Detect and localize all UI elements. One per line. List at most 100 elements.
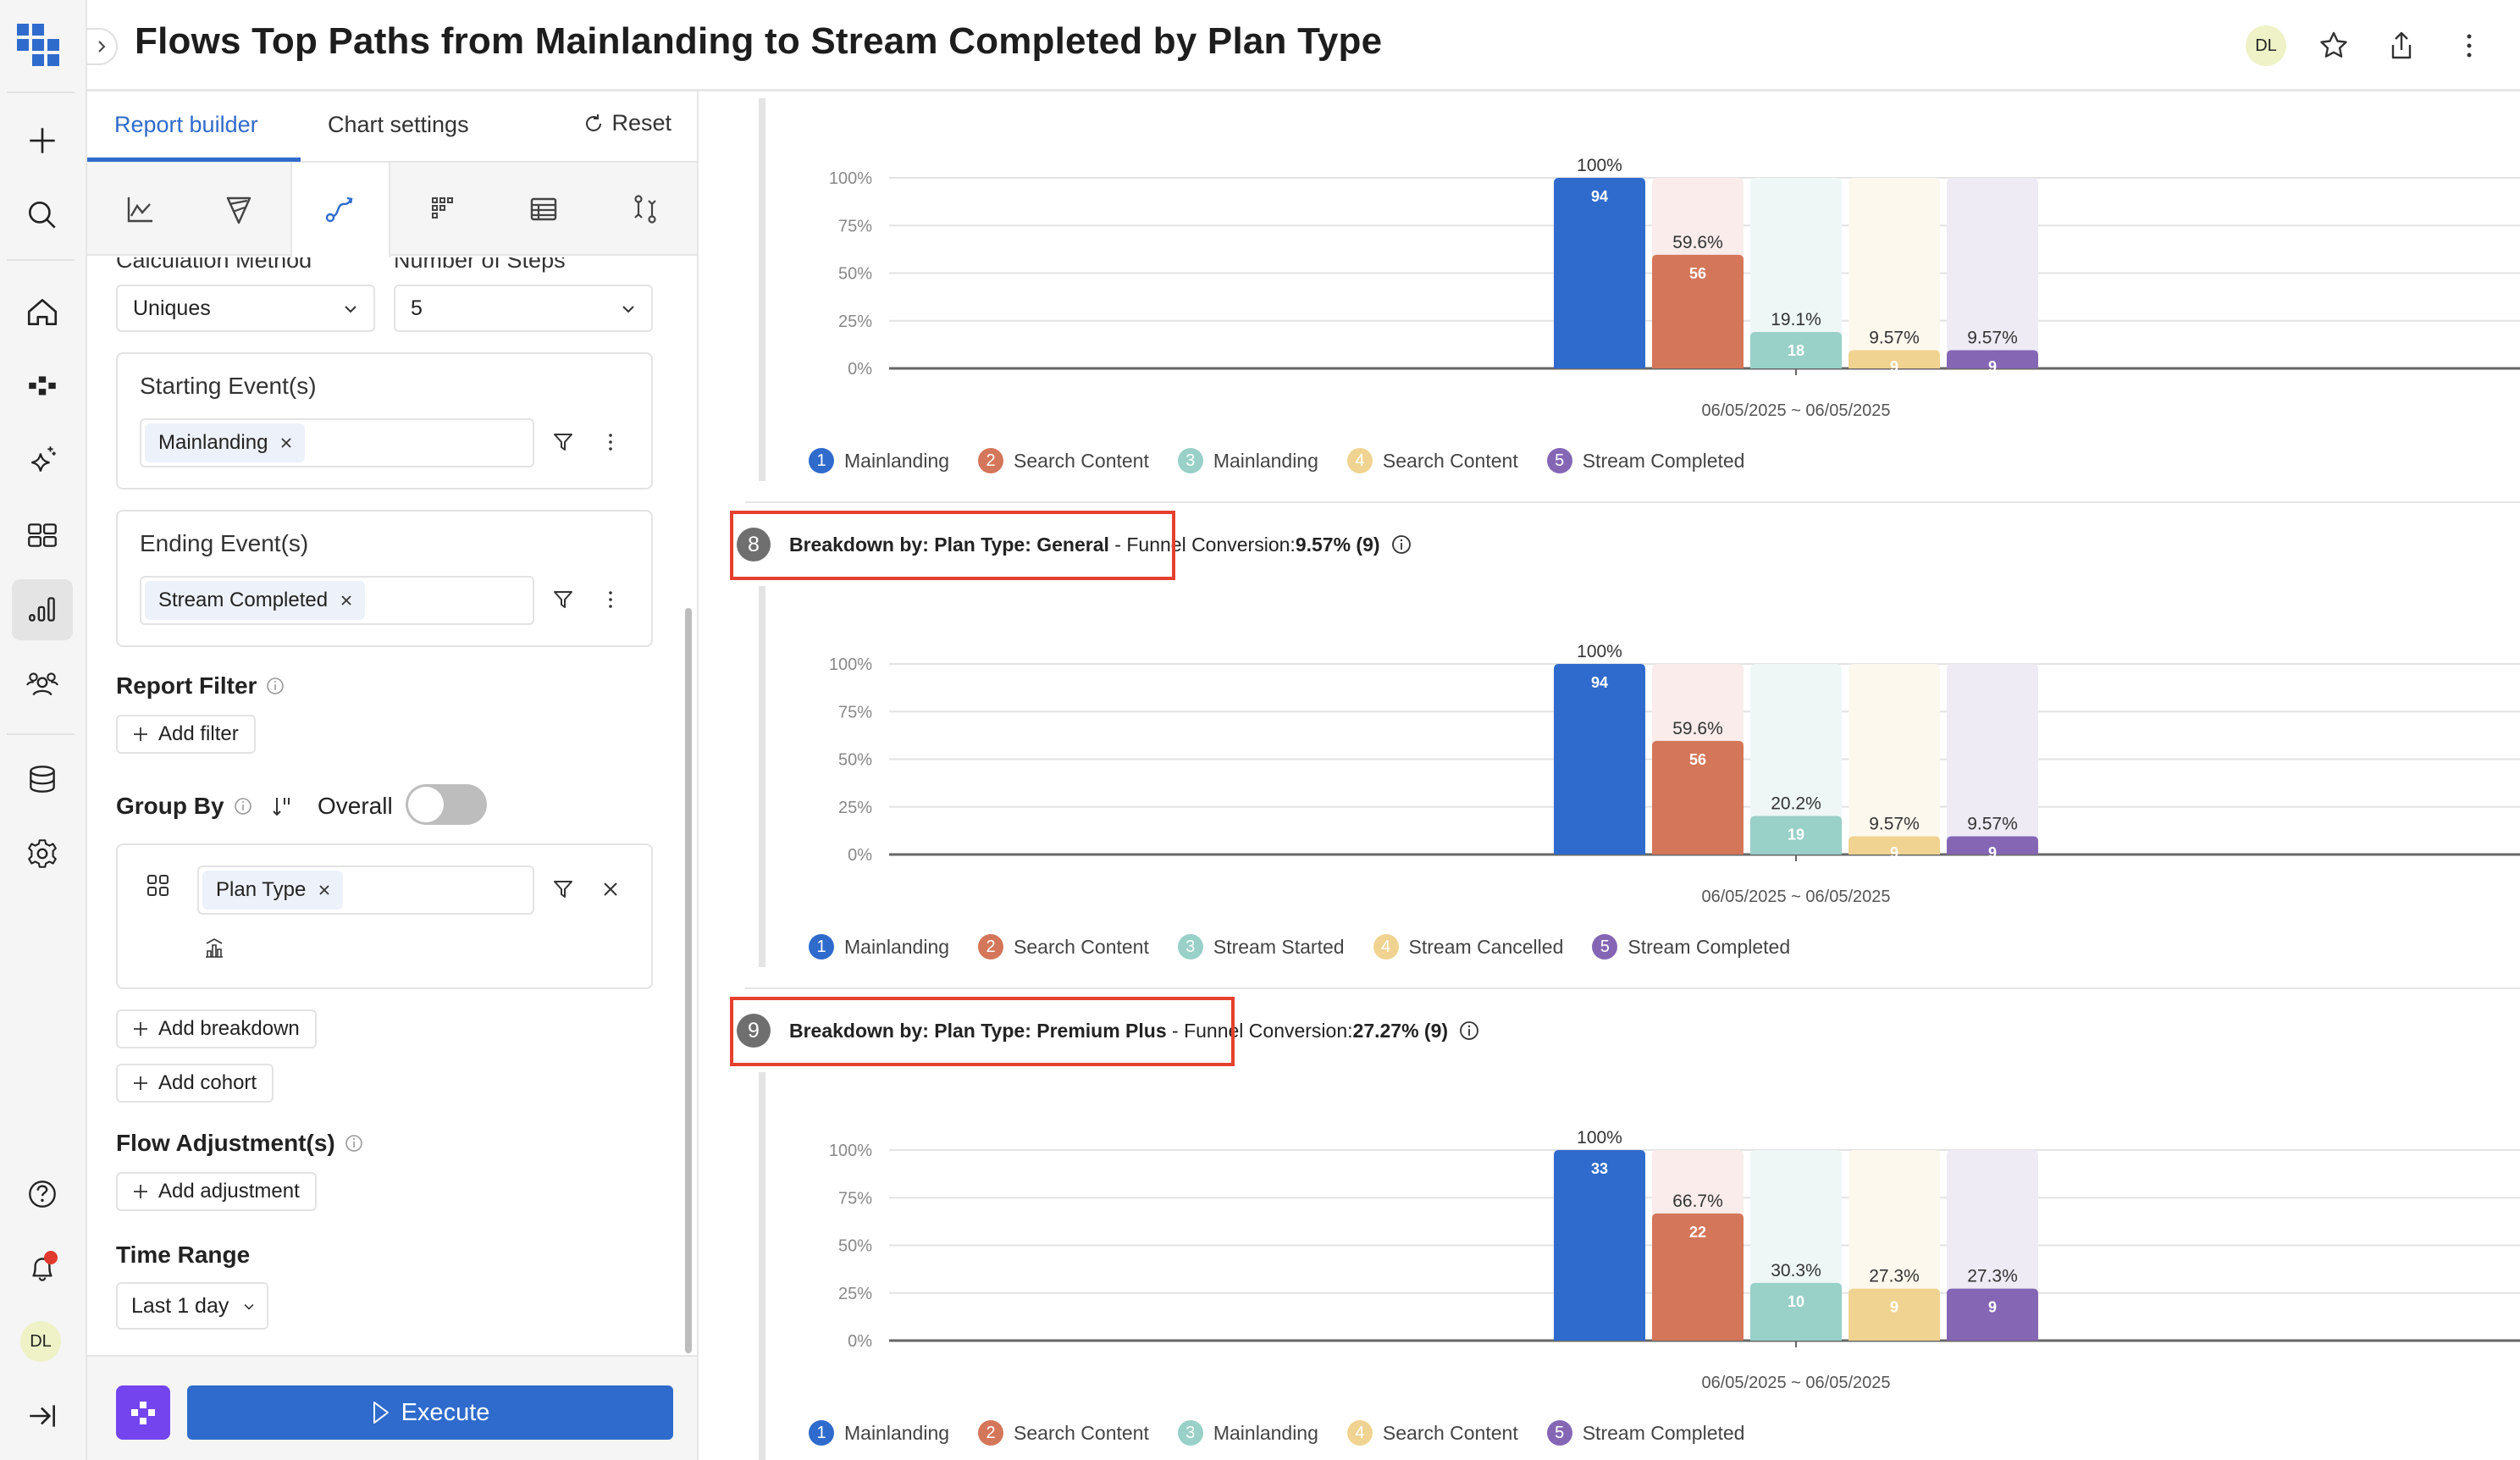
legend-item[interactable]: 2 Search Content — [978, 1420, 1149, 1446]
remove-tag-icon[interactable] — [318, 883, 331, 897]
y-tick-label: 25% — [838, 799, 872, 817]
legend-item[interactable]: 1 Mainlanding — [809, 1420, 949, 1446]
add-filter-button[interactable]: Add filter — [116, 715, 256, 754]
legend-item[interactable]: 3 Mainlanding — [1177, 1420, 1318, 1446]
legend-item[interactable]: 4 Search Content — [1346, 1420, 1518, 1446]
group-by-filter-button[interactable] — [548, 874, 578, 904]
legend-item[interactable]: 5 Stream Completed — [1592, 934, 1790, 960]
more-options-button[interactable] — [2449, 25, 2490, 66]
bar-percent-label: 20.2% — [1771, 794, 1821, 814]
info-icon[interactable] — [344, 1133, 364, 1153]
remove-tag-icon[interactable] — [340, 594, 353, 607]
calculation-method-select[interactable]: Uniques — [116, 285, 375, 332]
panel-toggle-button[interactable] — [87, 28, 118, 65]
starting-event-filter-button[interactable] — [548, 427, 578, 457]
report-filter-label: Report Filter — [116, 672, 257, 699]
legend-item[interactable]: 3 Mainlanding — [1177, 448, 1318, 473]
rail-divider — [7, 733, 75, 735]
bar — [1554, 664, 1645, 854]
rail-search-button[interactable] — [12, 185, 73, 246]
rail-flows-button[interactable] — [12, 356, 73, 417]
legend-item[interactable]: 5 Stream Completed — [1546, 448, 1744, 473]
filter-icon — [554, 434, 572, 451]
ai-assistant-button[interactable] — [116, 1385, 170, 1440]
sort-icon[interactable] — [270, 794, 294, 820]
bucket-chart-icon[interactable] — [202, 937, 226, 960]
legend-item[interactable]: 5 Stream Completed — [1546, 1420, 1744, 1446]
rail-settings-button[interactable] — [12, 823, 73, 884]
arrow-right-to-line-icon — [30, 1405, 55, 1427]
chart-type-flows[interactable] — [290, 163, 390, 257]
tab-report-builder[interactable]: Report builder — [114, 112, 258, 137]
add-cohort-button[interactable]: Add cohort — [116, 1064, 274, 1103]
header-avatar[interactable]: DL — [2246, 25, 2286, 66]
legend-label: Stream Started — [1213, 935, 1345, 958]
tab-chart-settings[interactable]: Chart settings — [328, 112, 469, 137]
legend-item[interactable]: 2 Search Content — [978, 448, 1149, 473]
bar-percent-label: 59.6% — [1672, 233, 1723, 252]
ending-event-input[interactable]: Stream Completed — [140, 576, 534, 625]
rail-dashboards-button[interactable] — [12, 505, 73, 566]
legend-item[interactable]: 1 Mainlanding — [809, 448, 949, 473]
rail-ai-insights-button[interactable] — [12, 430, 73, 491]
bar-count-label: 9 — [1988, 358, 1997, 375]
add-breakdown-button[interactable]: Add breakdown — [116, 1009, 317, 1048]
group-by-input[interactable]: Plan Type — [197, 865, 534, 915]
rail-expand-button[interactable] — [12, 1385, 73, 1446]
chart-type-heatmap[interactable] — [394, 163, 494, 256]
x-category-label: 06/05/2025 ~ 06/05/2025 — [1702, 888, 1891, 906]
rail-reports-button[interactable] — [12, 579, 73, 640]
bar — [1947, 1288, 2038, 1341]
time-range-select[interactable]: Last 1 day — [116, 1282, 268, 1330]
share-button[interactable] — [2381, 25, 2422, 66]
chart-type-funnel[interactable] — [189, 163, 289, 256]
section-title: Breakdown by: Plan Type: General — [789, 533, 1109, 556]
number-of-steps-select[interactable]: 5 — [394, 285, 653, 332]
legend-step-badge: 2 — [978, 1420, 1004, 1446]
rail-users-button[interactable] — [12, 654, 73, 715]
y-tick-label: 0% — [848, 1332, 872, 1351]
add-adjustment-button[interactable]: Add adjustment — [116, 1172, 317, 1211]
legend-item[interactable]: 4 Search Content — [1346, 448, 1518, 473]
event-tag[interactable]: Stream Completed — [145, 581, 366, 620]
legend-item[interactable]: 2 Search Content — [978, 934, 1149, 960]
chart-type-compare[interactable] — [595, 163, 695, 256]
chart-type-trend[interactable] — [91, 163, 191, 256]
reset-button[interactable]: Reset — [583, 110, 671, 136]
panel-scrollbar[interactable] — [685, 608, 692, 1353]
section-header-9: 9 Breakdown by: Plan Type: Premium Plus … — [737, 1014, 1480, 1048]
legend-item[interactable]: 3 Stream Started — [1177, 934, 1345, 960]
legend-item[interactable]: 4 Stream Cancelled — [1373, 934, 1563, 960]
chart-type-table[interactable] — [494, 163, 594, 256]
app-logo-icon[interactable] — [15, 22, 64, 71]
execute-button[interactable]: Execute — [187, 1385, 673, 1440]
info-icon[interactable] — [265, 676, 285, 696]
report-results[interactable]: 0% 25% 50% 75% 100% 100% 94 59.6% 56 19.1% 18 9.57%… — [699, 91, 2520, 1460]
info-icon[interactable] — [1458, 1020, 1480, 1042]
starting-event-input[interactable]: Mainlanding — [140, 418, 534, 467]
ending-event-filter-button[interactable] — [548, 584, 578, 615]
overall-toggle[interactable] — [406, 784, 487, 825]
user-avatar[interactable]: DL — [20, 1321, 61, 1362]
starting-event-more-button[interactable] — [595, 427, 626, 457]
remove-tag-icon[interactable] — [279, 436, 293, 450]
conversion-value: 27.27% (9) — [1352, 1019, 1449, 1042]
rail-add-button[interactable] — [12, 110, 73, 171]
ending-event-more-button[interactable] — [595, 584, 626, 615]
legend-item[interactable]: 1 Mainlanding — [809, 934, 949, 960]
rail-data-button[interactable] — [12, 749, 73, 810]
legend-step-badge: 3 — [1177, 934, 1203, 960]
bar-percent-label: 100% — [1577, 1128, 1622, 1148]
info-icon[interactable] — [233, 796, 253, 816]
info-icon[interactable] — [1390, 534, 1412, 556]
rail-home-button[interactable] — [12, 281, 73, 342]
section-separator: - — [1166, 1019, 1185, 1042]
rail-help-button[interactable] — [12, 1164, 73, 1225]
property-tag[interactable]: Plan Type — [202, 871, 344, 910]
panel-scroll-area[interactable]: Calculation Method Number of Steps Uniqu… — [87, 257, 697, 1350]
remove-group-by-button[interactable] — [595, 874, 626, 904]
rail-notifications-button[interactable] — [12, 1238, 73, 1299]
event-tag[interactable]: Mainlanding — [145, 423, 306, 462]
favorite-button[interactable] — [2313, 25, 2354, 66]
section-header-8: 8 Breakdown by: Plan Type: General - Fun… — [737, 528, 1412, 561]
